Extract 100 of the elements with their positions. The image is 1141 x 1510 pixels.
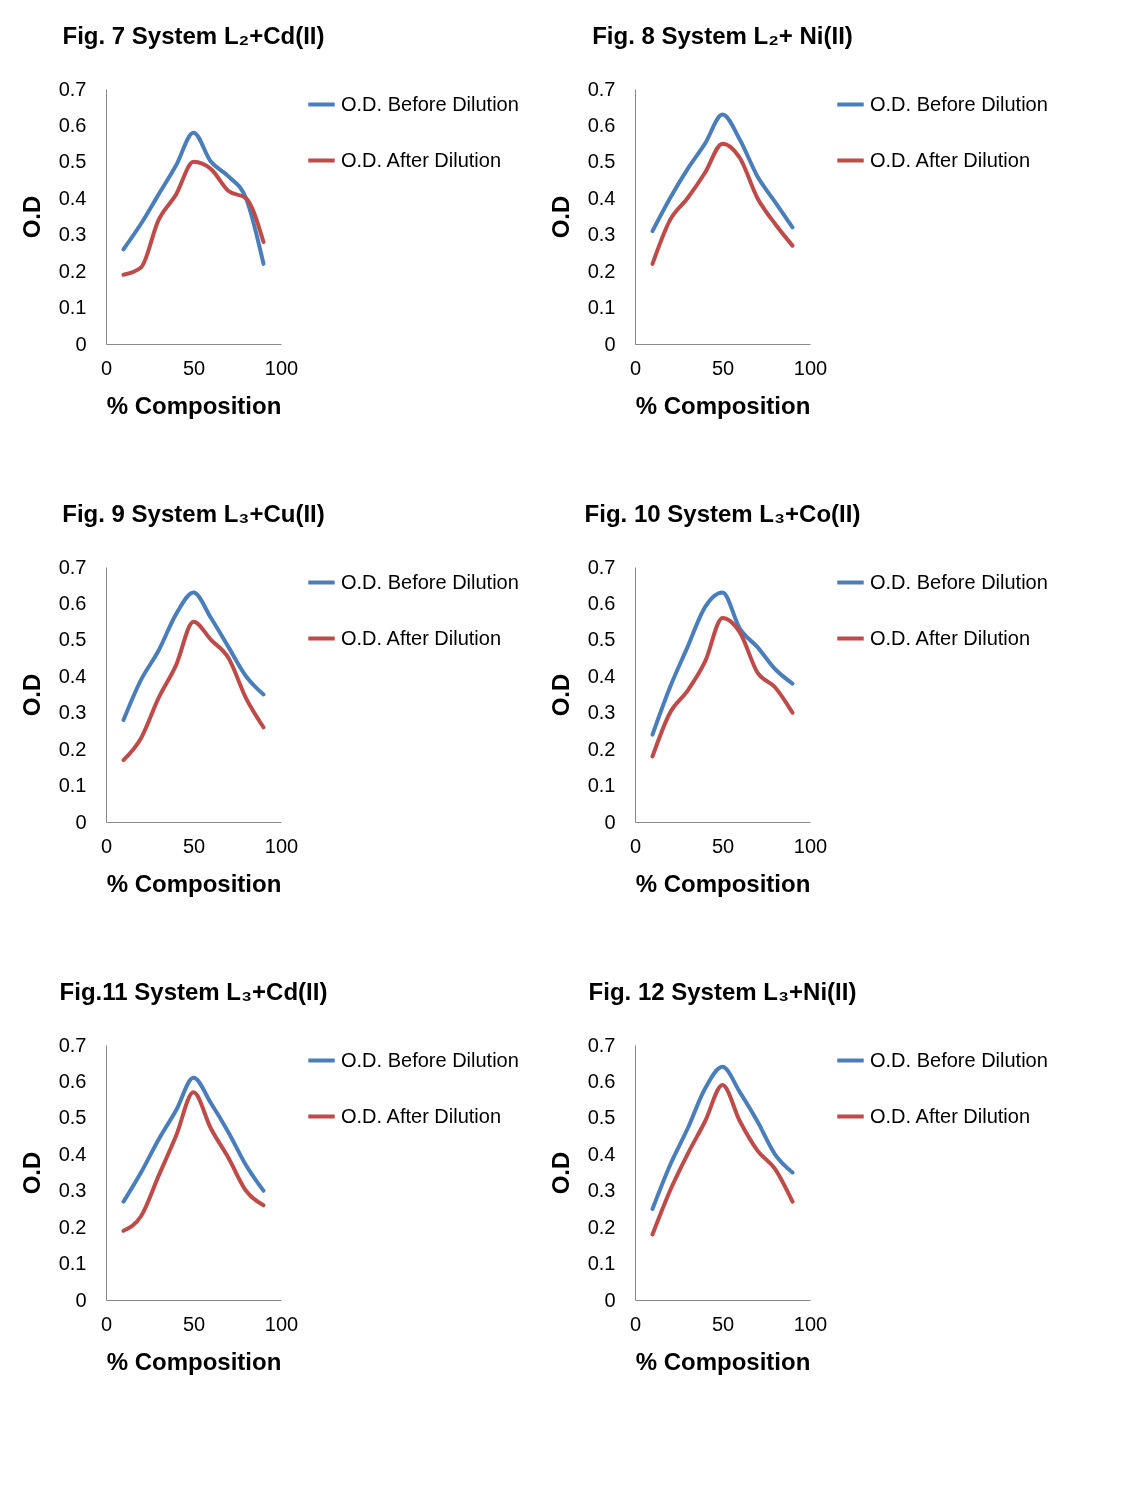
x-tick-label: 0	[629, 834, 642, 857]
y-tick-label: 0.4	[587, 186, 616, 209]
x-tick-label: 50	[711, 834, 735, 857]
legend-label: O.D. Before Dilution	[341, 1048, 519, 1071]
x-tick-label: 50	[711, 1312, 735, 1335]
y-tick-label: 0.1	[587, 1252, 616, 1275]
line-series	[650, 616, 795, 759]
line-series	[650, 112, 795, 234]
y-tick-label: 0.4	[58, 664, 87, 687]
y-tick-label: 0.4	[58, 186, 87, 209]
x-axis-title: % Composition	[635, 1347, 811, 1375]
legend-label: O.D. Before Dilution	[341, 570, 519, 593]
line-series	[121, 130, 266, 266]
x-tick-label: 100	[793, 356, 828, 379]
y-tick-label: 0.2	[58, 1215, 87, 1238]
y-tick-label: 0.5	[587, 628, 616, 651]
y-tick-label: 0	[75, 332, 87, 355]
y-tick-label: 0.1	[587, 774, 616, 797]
y-tick-label: 0.5	[587, 150, 616, 173]
y-tick-label: 0.6	[587, 113, 616, 136]
x-tick-label: 100	[264, 834, 299, 857]
legend-label: O.D. Before Dilution	[870, 92, 1048, 115]
y-tick-label: 0	[604, 332, 616, 355]
y-tick-label: 0.7	[587, 77, 616, 100]
x-tick-label: 0	[629, 356, 642, 379]
y-tick-label: 0.4	[587, 1142, 616, 1165]
y-tick-label: 0.7	[58, 1033, 87, 1056]
line-series	[121, 159, 266, 277]
y-tick-label: 0.6	[587, 1069, 616, 1092]
legend-label: O.D. Before Dilution	[870, 1048, 1048, 1071]
x-tick-label: 0	[100, 834, 113, 857]
legend-label: O.D. After Dilution	[341, 1104, 502, 1127]
x-axis-title: % Composition	[635, 391, 811, 419]
y-tick-label: 0.3	[587, 1179, 616, 1202]
legend-label: O.D. After Dilution	[870, 148, 1031, 171]
y-tick-label: 0	[604, 1288, 616, 1311]
y-tick-label: 0.3	[58, 1179, 87, 1202]
y-tick-label: 0.6	[58, 1069, 87, 1092]
legend-label: O.D. After Dilution	[341, 626, 502, 649]
y-tick-label: 0.5	[587, 1106, 616, 1129]
x-tick-label: 50	[182, 1312, 206, 1335]
y-axis-title: O.D	[546, 1151, 574, 1195]
y-tick-label: 0.4	[587, 664, 616, 687]
x-tick-label: 100	[264, 356, 299, 379]
line-series	[121, 1075, 266, 1204]
line-series	[121, 1090, 266, 1233]
chart-title: Fig. 12 System L₃+Ni(II)	[588, 978, 857, 1005]
legend-label: O.D. After Dilution	[341, 148, 502, 171]
y-tick-label: 0.2	[587, 259, 616, 282]
chart-title: Fig.11 System L₃+Cd(II)	[59, 978, 328, 1005]
y-tick-label: 0.2	[587, 1215, 616, 1238]
y-tick-label: 0.5	[58, 150, 87, 173]
y-tick-label: 0.1	[58, 1252, 87, 1275]
y-tick-label: 0.7	[58, 77, 87, 100]
y-tick-label: 0.1	[58, 296, 87, 319]
line-series	[650, 590, 795, 737]
y-tick-label: 0.7	[58, 555, 87, 578]
y-axis-title: O.D	[546, 195, 574, 239]
line-series	[121, 619, 266, 763]
legend-label: O.D. After Dilution	[870, 1104, 1031, 1127]
y-tick-label: 0.1	[58, 774, 87, 797]
x-tick-label: 50	[182, 834, 206, 857]
x-axis-title: % Composition	[106, 869, 282, 897]
legend-label: O.D. Before Dilution	[341, 92, 519, 115]
y-tick-label: 0.5	[58, 628, 87, 651]
y-tick-label: 0.3	[58, 701, 87, 724]
y-tick-label: 0.6	[58, 113, 87, 136]
x-axis-title: % Composition	[106, 391, 282, 419]
y-tick-label: 0.6	[587, 591, 616, 614]
y-tick-label: 0.4	[58, 1142, 87, 1165]
line-series	[121, 590, 266, 722]
chart-title: Fig. 9 System L₃+Cu(II)	[62, 500, 325, 527]
chart-title: Fig. 7 System L₂+Cd(II)	[62, 22, 325, 49]
chart-title: Fig. 10 System L₃+Co(II)	[584, 500, 861, 527]
y-tick-label: 0.5	[58, 1106, 87, 1129]
x-tick-label: 0	[629, 1312, 642, 1335]
y-tick-label: 0.2	[58, 737, 87, 760]
y-tick-label: 0.2	[58, 259, 87, 282]
y-axis-title: O.D	[17, 673, 45, 717]
x-tick-label: 0	[100, 356, 113, 379]
y-tick-label: 0.2	[587, 737, 616, 760]
line-series	[650, 1083, 795, 1237]
y-tick-label: 0.7	[587, 555, 616, 578]
line-series	[650, 141, 795, 266]
y-tick-label: 0.3	[58, 223, 87, 246]
x-tick-label: 100	[793, 1312, 828, 1335]
y-axis-title: O.D	[17, 195, 45, 239]
legend-label: O.D. Before Dilution	[870, 570, 1048, 593]
chart-title: Fig. 8 System L₂+ Ni(II)	[592, 22, 853, 49]
x-tick-label: 50	[182, 356, 206, 379]
y-axis-title: O.D	[546, 673, 574, 717]
x-tick-label: 0	[100, 1312, 113, 1335]
y-tick-label: 0.1	[587, 296, 616, 319]
y-tick-label: 0	[75, 1288, 87, 1311]
y-tick-label: 0.3	[587, 223, 616, 246]
x-tick-label: 50	[711, 356, 735, 379]
x-tick-label: 100	[793, 834, 828, 857]
y-tick-label: 0.6	[58, 591, 87, 614]
y-tick-label: 0.3	[587, 701, 616, 724]
x-tick-label: 100	[264, 1312, 299, 1335]
